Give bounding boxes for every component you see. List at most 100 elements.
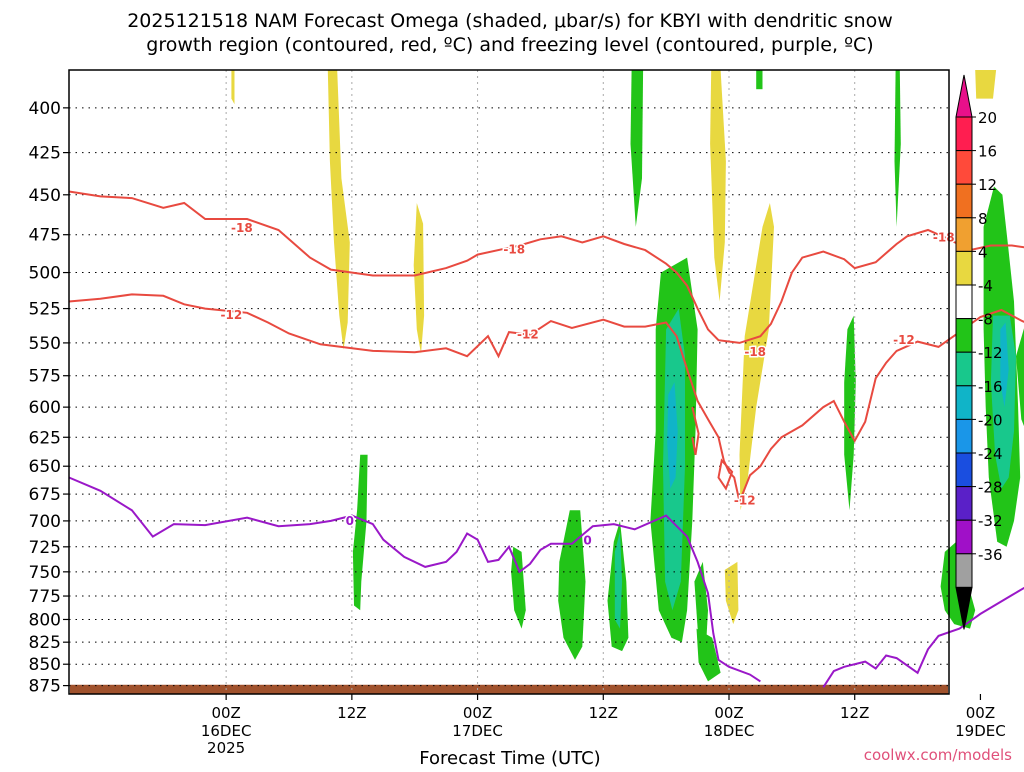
omega-shade-11	[511, 546, 526, 629]
colorbar-top-triangle	[955, 74, 973, 118]
colorbar-segment-2	[955, 183, 973, 219]
x-tick-label-5: 12Z	[840, 704, 869, 722]
x-year-label-0: 2025	[207, 739, 245, 757]
colorbar-label-8: -16	[978, 378, 1003, 396]
y-tick-label-0: 400	[29, 99, 61, 119]
dgz-contour-spur	[691, 406, 700, 455]
omega-shade-28	[1000, 322, 1009, 408]
y-tick-label-3: 475	[29, 226, 61, 246]
colorbar-label-13: -36	[978, 546, 1003, 564]
omega-shade-18	[844, 315, 856, 511]
contour-label-6: -12	[734, 494, 756, 508]
dgz-contour-m12	[68, 293, 1024, 506]
contour-label-3: -18	[933, 230, 955, 244]
x-date-label-4: 18DEC	[704, 722, 755, 740]
omega-shade-0	[231, 70, 235, 105]
y-tick-label-18: 850	[29, 655, 61, 675]
y-tick-label-2: 450	[29, 186, 61, 206]
contour-label-0: -18	[231, 221, 253, 235]
omega-shade-26	[990, 315, 1016, 489]
x-tick-label-1: 12Z	[337, 704, 366, 722]
contour-layer: -18 -18 -18 -18 -12 -12 -12 -12 0 0	[68, 190, 1024, 688]
y-tick-label-1: 425	[29, 144, 61, 164]
x-tick-label-3: 12Z	[589, 704, 618, 722]
omega-shade-12	[558, 510, 586, 660]
y-tick-label-13: 725	[29, 538, 61, 558]
chart-title-line2: growth region (contoured, red, ºC) and f…	[146, 34, 873, 56]
y-axis: 400 425 450 475 500 525 550 575 600 625 650 675 700 7…	[29, 99, 69, 697]
colorbar-label-10: -24	[978, 445, 1003, 463]
colorbar-label-9: -20	[978, 411, 1003, 429]
omega-shade-5	[739, 203, 774, 511]
colorbar-label-0: 20	[978, 109, 997, 127]
x-tick-label-2: 00Z	[463, 704, 492, 722]
colorbar-segment-10	[955, 452, 973, 488]
colorbar-segment-0	[955, 116, 973, 152]
colorbar-segment-12	[955, 519, 973, 555]
y-tick-label-14: 750	[29, 563, 61, 583]
colorbar-segment-7	[955, 351, 973, 387]
omega-shade-25	[614, 531, 623, 629]
x-tick-label-4: 00Z	[714, 704, 743, 722]
x-tick-label-0: 00Z	[211, 704, 240, 722]
colorbar-segment-11	[955, 486, 973, 521]
contour-label-7: -12	[893, 333, 915, 347]
omega-shade-27	[667, 382, 678, 489]
contour-label-5: -12	[517, 327, 539, 341]
omega-shade-7	[975, 70, 997, 99]
omega-shade-10	[352, 454, 368, 611]
grid-layer	[69, 70, 949, 694]
colorbar-segment-6	[955, 318, 973, 353]
x-date-label-6: 19DEC	[955, 722, 1006, 740]
x-date-label-2: 17DEC	[452, 722, 503, 740]
omega-shade-16	[696, 628, 721, 682]
colorbar: 20 16 12 8 4 -4 -8 -12 -16 -20 -24 -28 -32 -36	[955, 74, 1003, 630]
colorbar-label-1: 16	[978, 143, 997, 161]
y-tick-label-12: 700	[29, 512, 61, 532]
colorbar-label-2: 12	[978, 176, 997, 194]
colorbar-label-6: -8	[978, 311, 993, 329]
omega-shade-9	[630, 70, 644, 227]
colorbar-segment-13	[955, 553, 973, 588]
contour-label-8: 0	[346, 514, 354, 528]
contour-label-1: -18	[503, 243, 525, 257]
colorbar-label-5: -4	[978, 277, 993, 295]
omega-shade-2	[413, 203, 425, 354]
contour-label-4: -12	[221, 308, 243, 322]
y-tick-label-15: 775	[29, 587, 61, 607]
terrain-fill	[70, 684, 948, 694]
colorbar-segment-9	[955, 418, 973, 454]
x-axis-label: Forecast Time (UTC)	[419, 748, 600, 768]
omega-field	[231, 70, 1024, 682]
omega-shade-6	[724, 561, 739, 625]
omega-shade-4	[710, 70, 726, 302]
y-tick-label-8: 600	[29, 398, 61, 418]
colorbar-label-11: -28	[978, 479, 1003, 497]
y-tick-label-9: 625	[29, 428, 61, 448]
y-tick-label-19: 875	[29, 677, 61, 697]
omega-shade-1	[327, 70, 350, 350]
colorbar-segment-8	[955, 385, 973, 420]
y-tick-label-5: 525	[29, 300, 61, 320]
chart-title-line1: 2025121518 NAM Forecast Omega (shaded, μ…	[127, 10, 893, 32]
plot-frame	[68, 69, 950, 695]
y-tick-label-11: 675	[29, 485, 61, 505]
colorbar-label-12: -32	[978, 512, 1003, 530]
terrain-layer	[70, 684, 948, 694]
colorbar-segment-1	[955, 150, 973, 185]
colorbar-label-4: 4	[978, 243, 988, 261]
contour-label-2: -18	[744, 345, 766, 359]
freezing-contour-b	[822, 586, 1024, 688]
y-tick-label-10: 650	[29, 457, 61, 477]
colorbar-segment-5	[955, 284, 973, 320]
omega-shade-19	[894, 70, 901, 227]
colorbar-label-7: -12	[978, 344, 1003, 362]
colorbar-segment-3	[955, 217, 973, 252]
dgz-contour-m18	[68, 190, 1024, 344]
y-tick-label-7: 575	[29, 367, 61, 387]
colorbar-bottom-triangle	[955, 586, 973, 630]
freezing-contour-a	[68, 476, 761, 683]
colorbar-segment-4	[955, 250, 973, 286]
